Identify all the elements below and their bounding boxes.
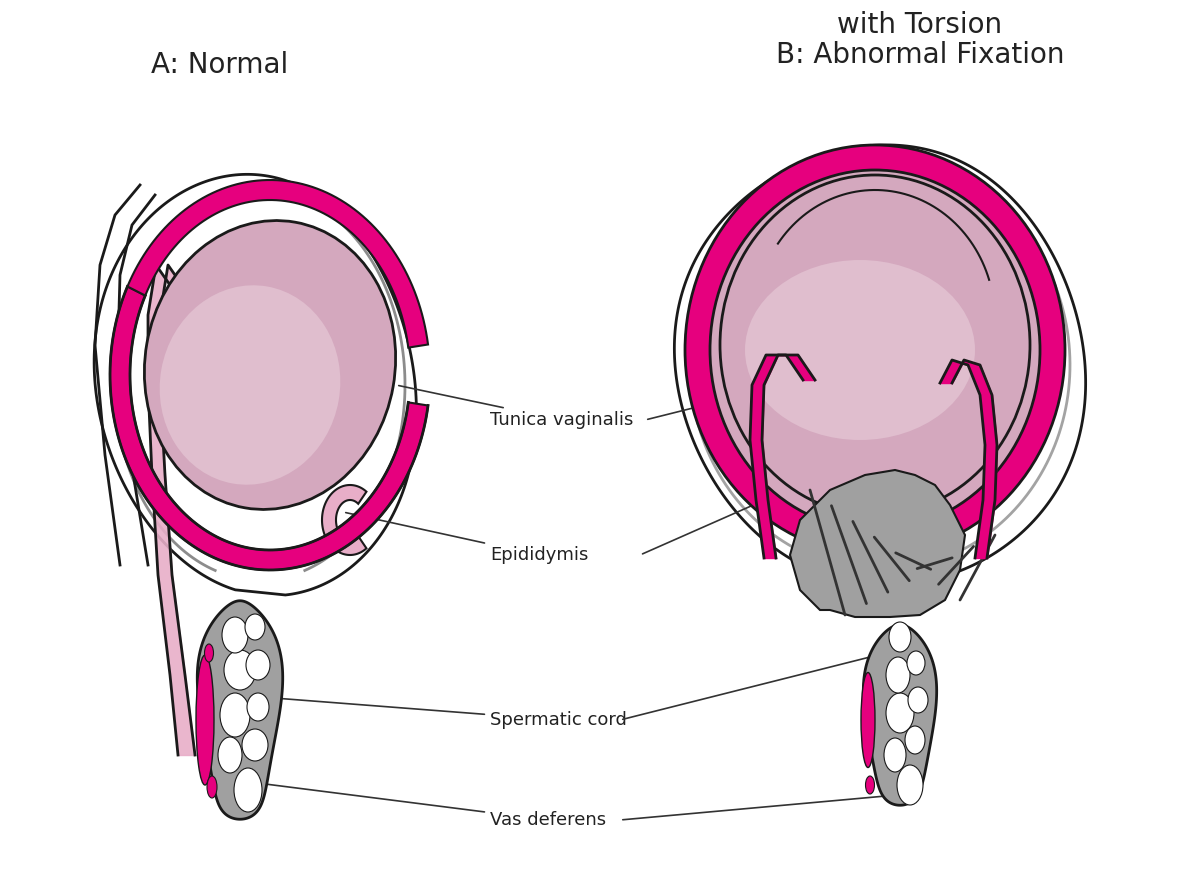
Text: A: Normal: A: Normal bbox=[151, 51, 289, 79]
Ellipse shape bbox=[884, 738, 906, 772]
Ellipse shape bbox=[907, 651, 925, 675]
Polygon shape bbox=[322, 485, 366, 555]
Ellipse shape bbox=[685, 145, 1066, 555]
Ellipse shape bbox=[745, 260, 976, 440]
Ellipse shape bbox=[224, 650, 256, 690]
Ellipse shape bbox=[160, 285, 341, 485]
Polygon shape bbox=[790, 470, 965, 617]
Text: B: Abnormal Fixation: B: Abnormal Fixation bbox=[775, 41, 1064, 69]
Ellipse shape bbox=[246, 650, 270, 680]
Text: Epididymis: Epididymis bbox=[346, 513, 588, 564]
Text: with Torsion: with Torsion bbox=[838, 11, 1002, 39]
Text: Tunica vaginalis: Tunica vaginalis bbox=[398, 386, 634, 429]
Ellipse shape bbox=[196, 655, 214, 785]
Text: Spermatic cord: Spermatic cord bbox=[238, 696, 626, 729]
Ellipse shape bbox=[208, 776, 217, 798]
Ellipse shape bbox=[220, 693, 250, 737]
Ellipse shape bbox=[886, 693, 914, 733]
Polygon shape bbox=[197, 601, 283, 819]
Text: Vas deferens: Vas deferens bbox=[221, 779, 606, 829]
Ellipse shape bbox=[204, 644, 214, 662]
Ellipse shape bbox=[218, 737, 242, 773]
Ellipse shape bbox=[720, 175, 1030, 515]
Polygon shape bbox=[94, 174, 416, 595]
Ellipse shape bbox=[242, 729, 268, 761]
Ellipse shape bbox=[865, 776, 875, 794]
Ellipse shape bbox=[898, 765, 923, 805]
Ellipse shape bbox=[710, 170, 1040, 530]
Ellipse shape bbox=[889, 622, 911, 652]
Polygon shape bbox=[674, 145, 1086, 585]
Ellipse shape bbox=[886, 657, 910, 693]
Ellipse shape bbox=[222, 617, 248, 653]
Ellipse shape bbox=[862, 673, 875, 767]
Ellipse shape bbox=[905, 726, 925, 754]
Ellipse shape bbox=[908, 687, 928, 713]
Ellipse shape bbox=[234, 768, 262, 812]
Ellipse shape bbox=[144, 220, 396, 509]
Ellipse shape bbox=[247, 693, 269, 721]
Polygon shape bbox=[863, 625, 937, 805]
Ellipse shape bbox=[245, 614, 265, 640]
Polygon shape bbox=[110, 286, 428, 570]
Polygon shape bbox=[127, 180, 428, 347]
